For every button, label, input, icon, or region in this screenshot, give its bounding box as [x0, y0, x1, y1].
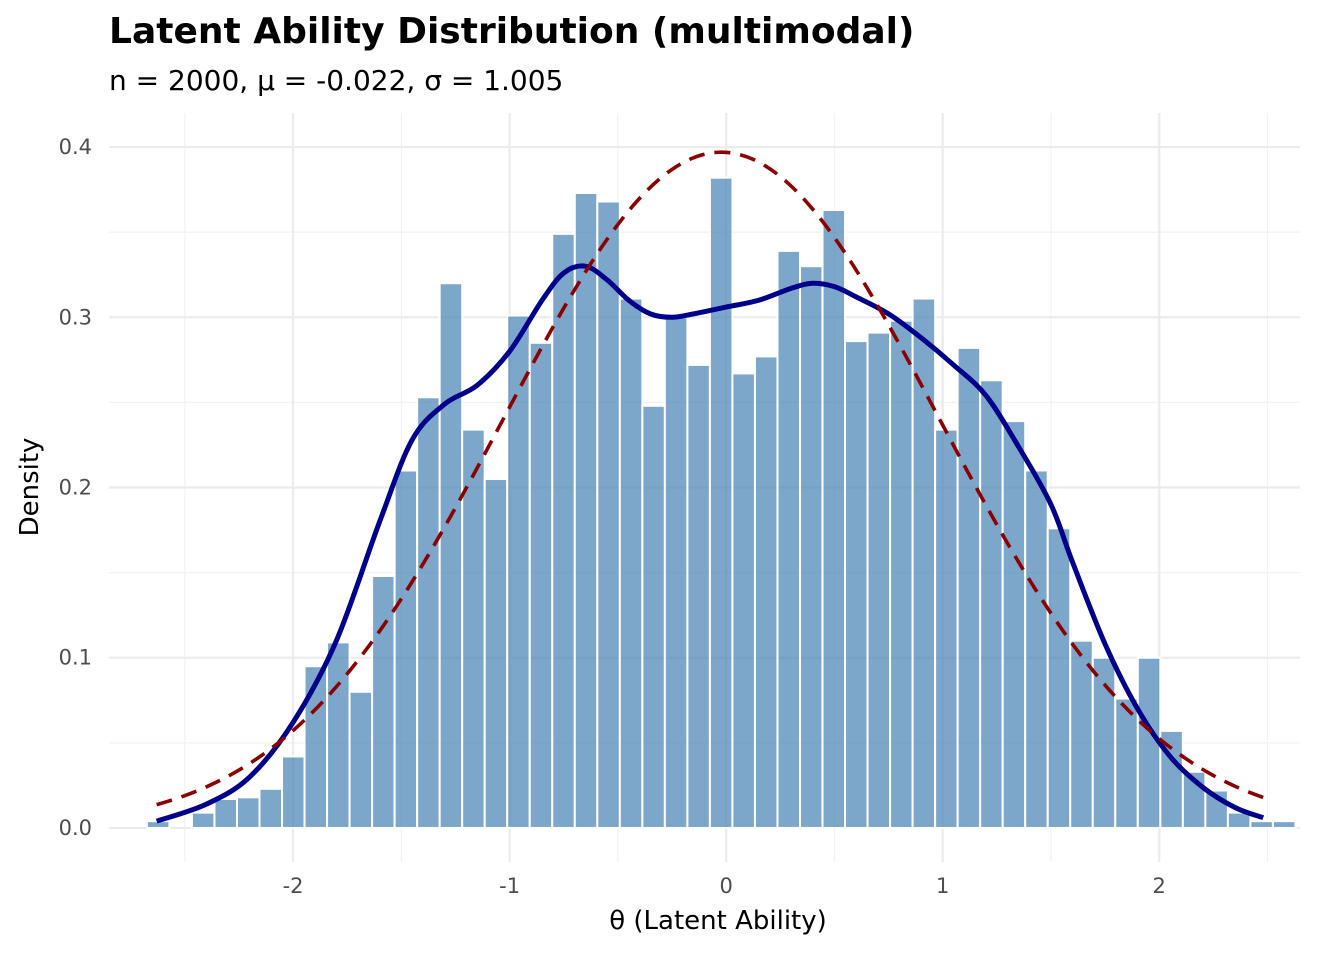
- x-tick-label: -1: [499, 874, 520, 898]
- histogram-bar: [573, 192, 599, 829]
- histogram-bar: [416, 396, 441, 829]
- histogram-bar: [663, 316, 689, 829]
- histogram-bar: [528, 341, 554, 829]
- histogram-bar: [686, 363, 711, 829]
- histogram-bar: [1271, 820, 1297, 829]
- histogram-bar: [956, 346, 982, 829]
- histogram-bar: [438, 282, 464, 829]
- histogram-bar: [551, 232, 576, 829]
- histogram-bar: [1091, 656, 1117, 829]
- histogram-bar: [235, 796, 261, 829]
- x-axis-ticks: -2 -1 0 1 2: [283, 874, 1166, 898]
- histogram-bar: [641, 404, 666, 829]
- histogram-bar: [889, 319, 914, 829]
- histogram-bar: [213, 798, 238, 829]
- histogram-bar: [506, 314, 531, 829]
- histogram-bar: [776, 249, 801, 829]
- histogram-bar: [934, 428, 959, 829]
- y-axis-title: Density: [15, 438, 45, 537]
- histogram-bar: [393, 469, 419, 829]
- histogram-bar: [1024, 469, 1049, 829]
- histogram-bar: [1114, 697, 1139, 829]
- y-tick-label: 0.2: [59, 476, 92, 500]
- y-tick-label: 0.1: [59, 646, 92, 670]
- histogram-bar: [281, 755, 306, 829]
- x-tick-label: 1: [936, 874, 949, 898]
- histogram-bar: [821, 209, 847, 829]
- y-tick-label: 0.4: [59, 135, 92, 159]
- x-axis-title: θ (Latent Ability): [609, 906, 827, 936]
- histogram-bar: [618, 297, 644, 829]
- histogram-bar: [190, 811, 216, 829]
- normal-curve-line: [156, 150, 1264, 807]
- histogram-bar: [326, 641, 351, 829]
- chart-title: Latent Ability Distribution (multimodal): [109, 11, 914, 52]
- histogram-bars: [145, 176, 1297, 829]
- x-tick-label: 0: [719, 874, 732, 898]
- histogram-bar: [596, 200, 621, 829]
- y-axis-ticks: 0.0 0.1 0.2 0.3 0.4: [59, 135, 92, 840]
- histogram-bar: [348, 690, 374, 829]
- histogram-bar: [303, 665, 329, 829]
- histogram-bar: [979, 379, 1004, 829]
- histogram-bar: [753, 355, 779, 829]
- histogram-bar: [371, 575, 396, 829]
- y-tick-label: 0.0: [59, 816, 92, 840]
- curves: [155, 150, 1265, 824]
- histogram-bar: [483, 477, 509, 829]
- chart-subtitle: n = 2000, μ = -0.022, σ = 1.005: [109, 64, 563, 97]
- y-tick-label: 0.3: [59, 305, 92, 329]
- x-tick-label: -2: [283, 874, 304, 898]
- histogram-bar: [798, 265, 824, 829]
- histogram-bar: [731, 372, 756, 829]
- histogram-bar: [866, 331, 892, 829]
- histogram-bar: [844, 340, 869, 829]
- histogram-bar: [1001, 420, 1027, 829]
- histogram-bar: [1249, 820, 1274, 829]
- histogram-bar: [1046, 527, 1072, 829]
- histogram-bar: [708, 176, 734, 829]
- density-curve-line: [155, 263, 1265, 824]
- histogram-bar: [258, 787, 284, 829]
- x-tick-label: 2: [1153, 874, 1166, 898]
